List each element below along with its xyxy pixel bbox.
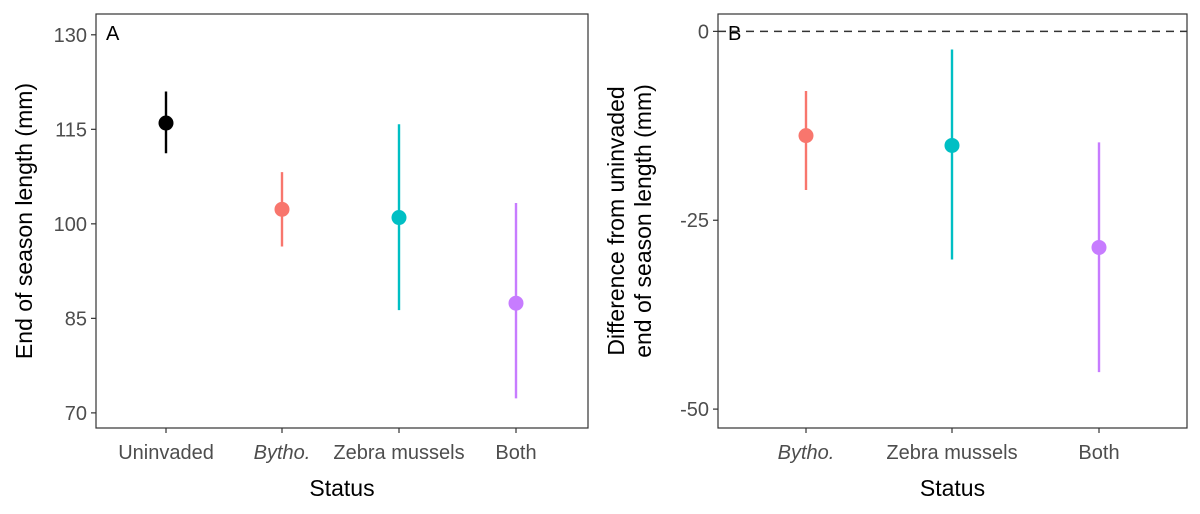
data-point xyxy=(944,137,960,153)
y-axis-title: Difference from uninvadedend of season l… xyxy=(603,84,656,358)
y-axis-title: End of season length (mm) xyxy=(11,83,37,359)
data-point xyxy=(274,201,290,217)
y-tick-label: 130 xyxy=(54,25,87,47)
y-axis-title-line: end of season length (mm) xyxy=(630,84,656,358)
y-tick-label: 70 xyxy=(65,403,87,425)
x-axis-title: Status xyxy=(309,475,374,501)
y-axis-title-line: End of season length (mm) xyxy=(11,83,37,359)
x-tick-label: Uninvaded xyxy=(118,442,214,464)
y-tick-label: -50 xyxy=(680,399,709,421)
x-tick-label: Zebra mussels xyxy=(333,442,464,464)
panel-a-plot: A 70 85 100 115 130 Uninvaded Bytho. Zebra musse… xyxy=(11,13,589,501)
x-tick-label: Both xyxy=(1078,442,1119,464)
data-point xyxy=(508,295,524,311)
x-tick-label: Zebra mussels xyxy=(886,442,1017,464)
panel-a-tag: A xyxy=(106,23,120,45)
data-point xyxy=(798,128,814,144)
y-tick-label: 100 xyxy=(54,214,87,236)
panel-b-tag: B xyxy=(728,23,741,45)
y-tick-label: -25 xyxy=(680,210,709,232)
x-tick-label: Bytho. xyxy=(254,442,311,464)
panel-b-plot: B -50 -25 0 Bytho. Zebra mussels Both Status Dif… xyxy=(603,13,1188,501)
x-tick-label: Bytho. xyxy=(778,442,835,464)
panel-a-border xyxy=(95,13,589,429)
data-point xyxy=(158,115,174,131)
y-tick-label: 115 xyxy=(55,119,87,141)
y-axis-title-line: Difference from uninvaded xyxy=(603,86,629,355)
x-axis-title: Status xyxy=(920,475,985,501)
y-tick-label: 0 xyxy=(698,21,709,43)
y-tick-label: 85 xyxy=(65,308,87,330)
data-point xyxy=(391,210,407,226)
x-tick-label: Both xyxy=(495,442,536,464)
data-point xyxy=(1091,239,1107,255)
